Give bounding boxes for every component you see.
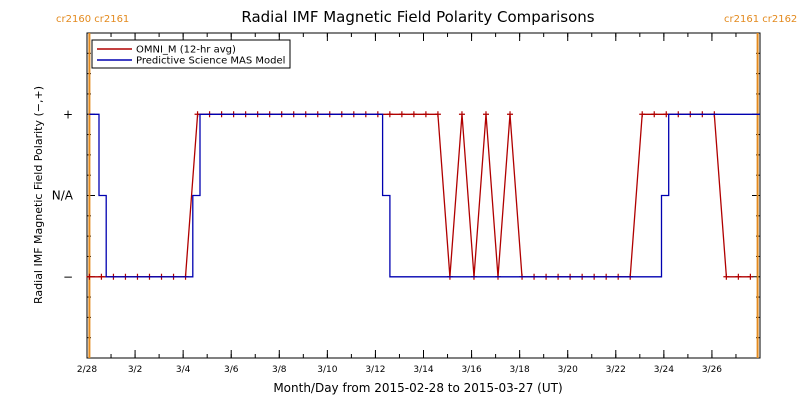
x-tick-label: 2/28 (77, 365, 97, 375)
x-tick-label: 3/4 (176, 365, 191, 375)
series-marker-0 (747, 273, 754, 280)
legend-box (91, 39, 291, 69)
series-marker-0 (398, 111, 405, 118)
x-tick-label: 3/2 (128, 365, 142, 375)
legend-label: Predictive Science MAS Model (136, 56, 285, 67)
series-marker-0 (422, 111, 429, 118)
y-tick-label: − (63, 270, 73, 284)
y-axis-label: Radial IMF Magnetic Field Polarity (−,+) (32, 86, 45, 304)
carrington-label: cr2161 cr2162 (724, 14, 797, 25)
series-marker-0 (735, 273, 742, 280)
series-marker-0 (482, 111, 489, 118)
x-tick-label: 3/26 (702, 365, 722, 375)
x-axis-label: Month/Day from 2015-02-28 to 2015-03-27 … (273, 381, 562, 395)
series-line-1 (89, 113, 760, 278)
x-tick-label: 3/20 (558, 365, 578, 375)
y-tick-label: + (63, 107, 73, 121)
x-tick-label: 3/10 (317, 365, 337, 375)
x-tick-label: 3/14 (413, 365, 433, 375)
series-marker-0 (410, 111, 417, 118)
legend-label: OMNI_M (12-hr avg) (136, 45, 236, 56)
x-tick-label: 3/16 (461, 365, 481, 375)
x-tick-label: 3/6 (224, 365, 239, 375)
x-tick-label: 3/22 (606, 365, 626, 375)
series-marker-0 (434, 111, 441, 118)
y-tick-label: N/A (52, 189, 74, 203)
series-marker-0 (98, 273, 105, 280)
series-marker-0 (458, 111, 465, 118)
series-marker-0 (507, 111, 514, 118)
x-tick-label: 3/18 (510, 365, 530, 375)
x-tick-label: 3/24 (654, 365, 674, 375)
series-marker-0 (386, 111, 393, 118)
plot-area: + N/A − 2/28 3/2 3/4 3/6 3/8 3/10 3/12 3/14 3/16 3/1… (52, 14, 798, 375)
carrington-label: cr2160 cr2161 (56, 14, 129, 25)
series-marker-0 (723, 273, 730, 280)
series-marker-0 (651, 111, 658, 118)
x-tick-label: 3/8 (272, 365, 287, 375)
series-marker-0 (639, 111, 646, 118)
chart-title: Radial IMF Magnetic Field Polarity Compa… (241, 8, 594, 26)
x-tick-label: 3/12 (365, 365, 385, 375)
series-marker-0 (86, 273, 93, 280)
